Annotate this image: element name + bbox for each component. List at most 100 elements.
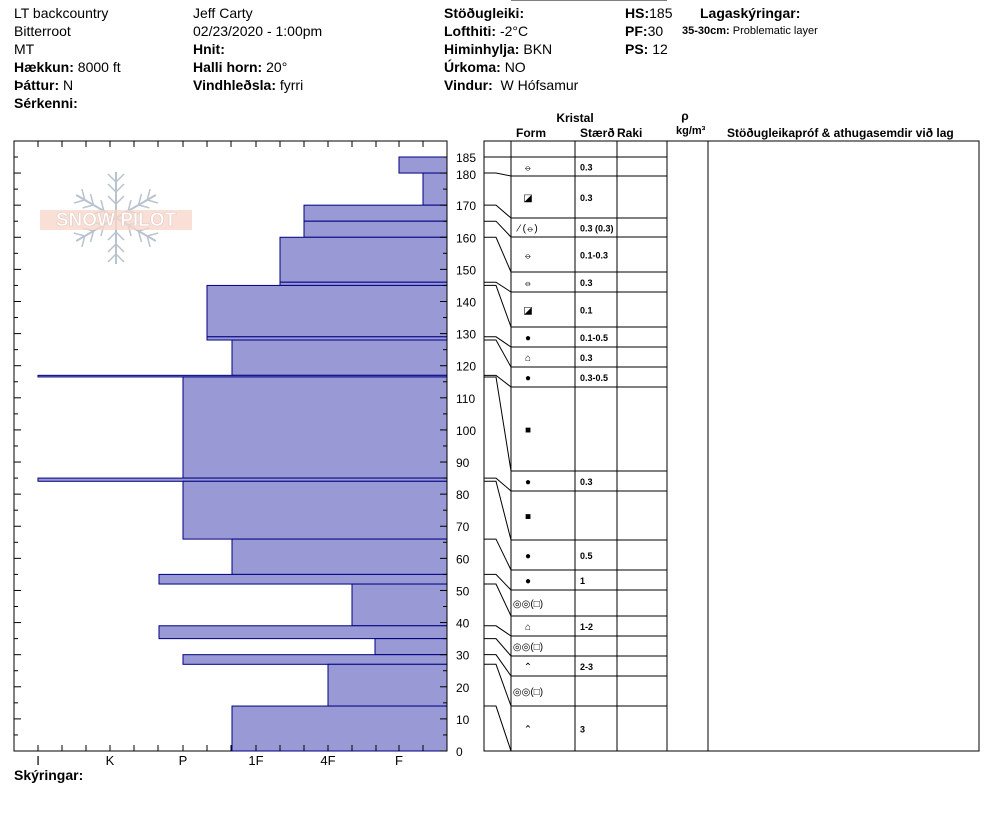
snowflake-arm: [115, 217, 159, 248]
header-air-temp: Lofthiti: -2°C: [444, 22, 528, 40]
snowpilot-logo: SNOW PILOT: [40, 172, 192, 264]
layer-note-text: Problematic layer: [732, 25, 818, 37]
depth-tick-label: 140: [456, 295, 476, 309]
layer-size-value: 0.3: [580, 278, 593, 288]
header-pf: PF:30: [625, 22, 663, 40]
header-wind-loading: Vindhleðsla: fyrri: [193, 76, 303, 94]
layer-form-symbol: ●: [525, 576, 531, 587]
wind-label: Vindur:: [444, 77, 493, 93]
header-coords: Hnit:: [193, 40, 225, 58]
snowflake-branch: [89, 230, 95, 243]
snowflake-branch: [107, 173, 117, 183]
layer-size-value: 0.5: [580, 551, 593, 561]
header-density-unit: kg/m³: [676, 125, 706, 137]
sky-label: Himinhylja:: [444, 41, 520, 57]
snowflake-branch: [81, 188, 86, 201]
notes-label: Skýringar:: [14, 767, 84, 783]
depth-connector: [484, 204, 512, 219]
snowflake-arm: [115, 188, 159, 219]
header-sky: Himinhylja: BKN: [444, 40, 552, 58]
layer-size-value: 3: [580, 725, 585, 735]
snowflake-branch: [146, 199, 159, 204]
snowflake-branch: [82, 227, 94, 232]
features-label: Sérkenni:: [14, 95, 78, 111]
sky-value: BKN: [523, 41, 553, 57]
depth-connector: [484, 583, 512, 617]
layer-size-value: 0.3: [580, 353, 593, 363]
header-ps: PS: 12: [625, 40, 668, 58]
hardness-tick-label: F: [395, 753, 403, 768]
elevation-label: Hækkun:: [14, 59, 74, 75]
elevation-value: 8000 ft: [77, 59, 121, 75]
wind-value: W Hófsamur: [500, 77, 579, 93]
depth-tick-label: 70: [456, 520, 470, 534]
hardness-bar: [182, 480, 448, 540]
depth-tick-label: 170: [456, 199, 476, 213]
pf-label: PF:: [625, 23, 648, 39]
layer-form-symbol: ⌂: [525, 622, 531, 633]
layer-size-value: 2-3: [580, 662, 593, 672]
header-stability: Stöðugleiki:: [444, 4, 524, 22]
header-aspect: Þáttur: N: [14, 76, 73, 94]
depth-connector: [484, 663, 512, 707]
hardness-bar: [231, 705, 448, 752]
depth-connector: [484, 477, 512, 492]
layer-form-symbol: ●: [525, 333, 531, 344]
layer-size-value: 0.3-0.5: [580, 373, 608, 383]
coords-label: Hnit:: [193, 41, 225, 57]
depth-tick-label: 130: [456, 328, 476, 342]
logo-text: SNOW PILOT: [56, 210, 177, 231]
snowflake-spoke: [115, 217, 157, 242]
depth-connector: [484, 625, 512, 637]
wind-loading-value: fyrri: [279, 77, 304, 93]
snowflake-branch: [73, 199, 86, 204]
snowflake-branch: [127, 199, 132, 212]
layer-form-symbol: ⁄ (⦵): [515, 224, 538, 235]
snowflake-branch: [127, 224, 132, 237]
layer-form-symbol: ●: [525, 373, 531, 384]
layer-form-symbol: ⌃: [524, 662, 532, 673]
hardness-bar: [303, 220, 448, 238]
depth-connector: [484, 374, 512, 388]
hardness-bar: [398, 156, 448, 174]
hardness-bar: [351, 583, 448, 627]
depth-connector: [484, 480, 512, 541]
slope-label: Halli horn:: [193, 59, 263, 75]
hardness-bar: [182, 376, 448, 479]
header-features: Sérkenni:: [14, 94, 78, 112]
layer-size-value: 2: [580, 0, 585, 2]
snowflake-branch: [107, 253, 117, 263]
snowflake-branch: [146, 232, 159, 237]
depth-tick-label: 40: [456, 617, 470, 631]
depth-connector: [484, 236, 512, 273]
snowflake-branch: [146, 235, 151, 248]
snowflake-branch: [107, 183, 117, 193]
snowflake-branch: [127, 210, 140, 215]
snowflake-branch: [82, 204, 94, 209]
header-crystal: Kristal: [556, 111, 593, 125]
layer-form-symbol: ■: [525, 512, 531, 523]
snowflake-branch: [137, 193, 143, 206]
header-form: Form: [516, 126, 546, 140]
snowflake-branch: [89, 193, 95, 206]
aspect-label: Þáttur:: [14, 77, 60, 93]
depth-tick-label: 50: [456, 584, 470, 598]
layer-size-value: 0.1-0.5: [580, 333, 608, 343]
hardness-bar: [182, 654, 448, 665]
layer-table-frame: [483, 140, 980, 752]
precip-value: NO: [504, 59, 526, 75]
header-observer: Jeff Carty: [193, 5, 253, 21]
layer-form-symbol: ■: [525, 425, 531, 436]
snowflake-branch: [100, 224, 105, 237]
layer-form-symbol: ◪: [523, 306, 532, 317]
layer-form-symbol: ◎◎(□): [513, 642, 543, 653]
depth-tick-label: 10: [456, 713, 470, 727]
snowflake-branch: [115, 183, 125, 193]
ps-value: 12: [652, 41, 668, 57]
hardness-bar: [158, 625, 448, 640]
depth-connector: [484, 705, 512, 752]
header-layer-notes: Lagaskýringar:: [700, 4, 800, 22]
snowflake-branch: [107, 231, 117, 241]
depth-connector: [484, 336, 512, 348]
